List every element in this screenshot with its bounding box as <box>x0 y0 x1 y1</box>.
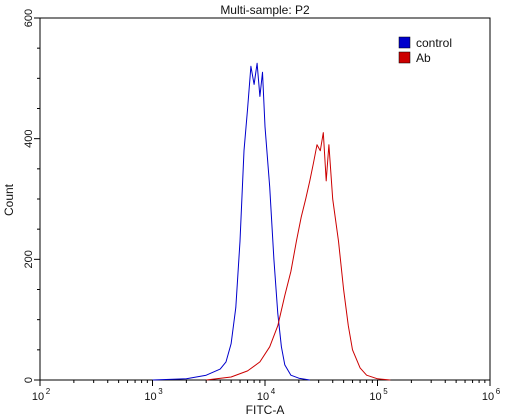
plot-area <box>39 17 491 381</box>
legend-swatch-ab <box>398 51 411 64</box>
x-tick-label: 10 <box>369 391 381 403</box>
x-axis-label: FITC-A <box>246 403 285 417</box>
y-tick-label: 200 <box>23 250 35 268</box>
y-axis-ticks: 0 200 400 600 <box>23 9 40 383</box>
y-tick-label: 600 <box>23 9 35 27</box>
series-layer <box>152 62 391 381</box>
y-tick-label: 0 <box>23 377 35 383</box>
x-tick-label: 10 <box>257 391 269 403</box>
x-tick-exponent: 4 <box>271 387 276 396</box>
x-tick-label: 10 <box>144 391 156 403</box>
legend-label-control: control <box>416 36 452 50</box>
x-axis-ticks: 10 2 10 3 10 4 10 5 10 6 <box>32 380 501 403</box>
y-axis-label: Count <box>2 183 16 216</box>
x-tick-exponent: 5 <box>383 387 388 396</box>
x-tick-exponent: 2 <box>46 387 51 396</box>
legend-swatch-control <box>398 36 411 49</box>
x-tick-exponent: 6 <box>496 387 501 396</box>
series-line-ab <box>206 132 391 381</box>
legend-label-ab: Ab <box>416 51 431 65</box>
y-tick-label: 400 <box>23 129 35 147</box>
x-tick-label: 10 <box>32 391 44 403</box>
series-line-control <box>152 62 310 381</box>
x-tick-exponent: 3 <box>158 387 163 396</box>
x-tick-label: 10 <box>482 391 494 403</box>
chart-title: Multi-sample: P2 <box>220 3 310 17</box>
plot-frame <box>39 17 491 381</box>
